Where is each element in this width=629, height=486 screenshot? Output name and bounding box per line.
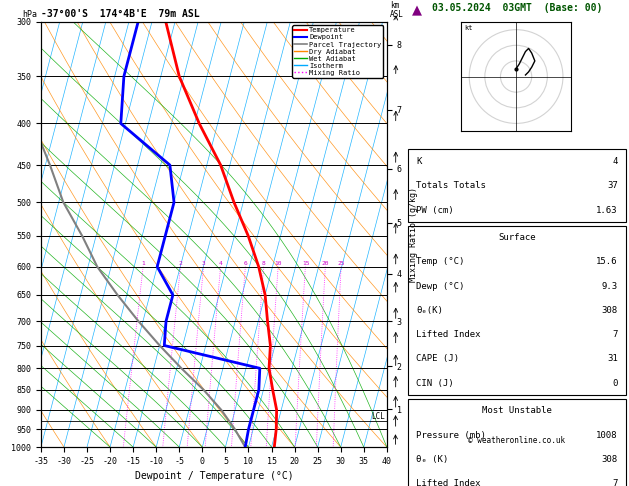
Text: 1008: 1008 bbox=[596, 431, 618, 439]
Text: 2: 2 bbox=[179, 261, 182, 266]
Text: CAPE (J): CAPE (J) bbox=[416, 354, 459, 364]
Text: 15: 15 bbox=[302, 261, 309, 266]
Text: 7: 7 bbox=[613, 479, 618, 486]
Text: 3: 3 bbox=[202, 261, 206, 266]
Text: 8: 8 bbox=[262, 261, 265, 266]
Text: θₑ (K): θₑ (K) bbox=[416, 455, 448, 464]
Text: 20: 20 bbox=[321, 261, 329, 266]
Text: 4: 4 bbox=[613, 157, 618, 166]
Text: km
ASL: km ASL bbox=[390, 1, 404, 19]
Text: 1.63: 1.63 bbox=[596, 206, 618, 214]
Legend: Temperature, Dewpoint, Parcel Trajectory, Dry Adiabat, Wet Adiabat, Isotherm, Mi: Temperature, Dewpoint, Parcel Trajectory… bbox=[292, 25, 383, 78]
Text: Lifted Index: Lifted Index bbox=[416, 330, 481, 339]
Text: © weatheronline.co.uk: © weatheronline.co.uk bbox=[469, 436, 565, 445]
Text: 4: 4 bbox=[219, 261, 223, 266]
Text: 308: 308 bbox=[601, 455, 618, 464]
X-axis label: Dewpoint / Temperature (°C): Dewpoint / Temperature (°C) bbox=[135, 471, 293, 482]
Text: 25: 25 bbox=[338, 261, 345, 266]
Text: θₑ(K): θₑ(K) bbox=[416, 306, 443, 315]
Text: Lifted Index: Lifted Index bbox=[416, 479, 481, 486]
Text: 10: 10 bbox=[275, 261, 282, 266]
Text: 7: 7 bbox=[613, 330, 618, 339]
Text: -37°00'S  174°4B'E  79m ASL: -37°00'S 174°4B'E 79m ASL bbox=[41, 9, 199, 19]
Bar bbox=[408, 399, 626, 486]
Text: 37: 37 bbox=[607, 181, 618, 191]
Text: 308: 308 bbox=[601, 306, 618, 315]
Bar bbox=[408, 150, 626, 222]
Text: 6: 6 bbox=[244, 261, 248, 266]
Text: kt: kt bbox=[465, 25, 473, 31]
Text: 15.6: 15.6 bbox=[596, 258, 618, 266]
Text: K: K bbox=[416, 157, 421, 166]
Text: LCL: LCL bbox=[372, 413, 386, 421]
Text: Mixing Ratio (g/kg): Mixing Ratio (g/kg) bbox=[409, 187, 418, 282]
Text: 1: 1 bbox=[142, 261, 145, 266]
Text: 0: 0 bbox=[613, 379, 618, 388]
Text: CIN (J): CIN (J) bbox=[416, 379, 454, 388]
Text: Most Unstable: Most Unstable bbox=[482, 406, 552, 415]
Text: PW (cm): PW (cm) bbox=[416, 206, 454, 214]
Text: hPa: hPa bbox=[23, 10, 38, 19]
Text: Temp (°C): Temp (°C) bbox=[416, 258, 465, 266]
Text: 9.3: 9.3 bbox=[601, 282, 618, 291]
Text: ▲: ▲ bbox=[412, 1, 422, 19]
Text: 03.05.2024  03GMT  (Base: 00): 03.05.2024 03GMT (Base: 00) bbox=[432, 3, 602, 13]
Text: Pressure (mb): Pressure (mb) bbox=[416, 431, 486, 439]
Text: 31: 31 bbox=[607, 354, 618, 364]
Bar bbox=[408, 226, 626, 395]
Text: Dewp (°C): Dewp (°C) bbox=[416, 282, 465, 291]
Text: Surface: Surface bbox=[498, 233, 536, 242]
Text: Totals Totals: Totals Totals bbox=[416, 181, 486, 191]
